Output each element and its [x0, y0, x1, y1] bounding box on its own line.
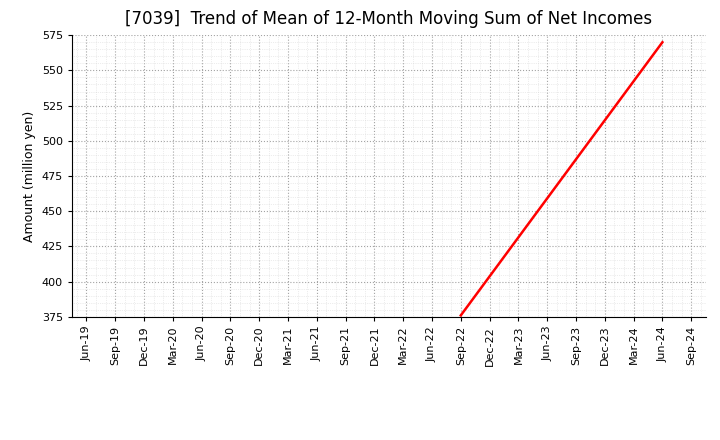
- 3 Years: [457, 312, 466, 317]
- 3 Years: [580, 146, 588, 151]
- 3 Years: [658, 40, 667, 45]
- 3 Years: [456, 313, 465, 318]
- 3 Years: [639, 65, 648, 70]
- 3 Years: [626, 83, 635, 88]
- Line: 3 Years: 3 Years: [461, 42, 662, 315]
- 3 Years: [576, 151, 585, 156]
- Y-axis label: Amount (million yen): Amount (million yen): [23, 110, 36, 242]
- Title: [7039]  Trend of Mean of 12-Month Moving Sum of Net Incomes: [7039] Trend of Mean of 12-Month Moving …: [125, 10, 652, 28]
- 3 Years: [577, 150, 585, 155]
